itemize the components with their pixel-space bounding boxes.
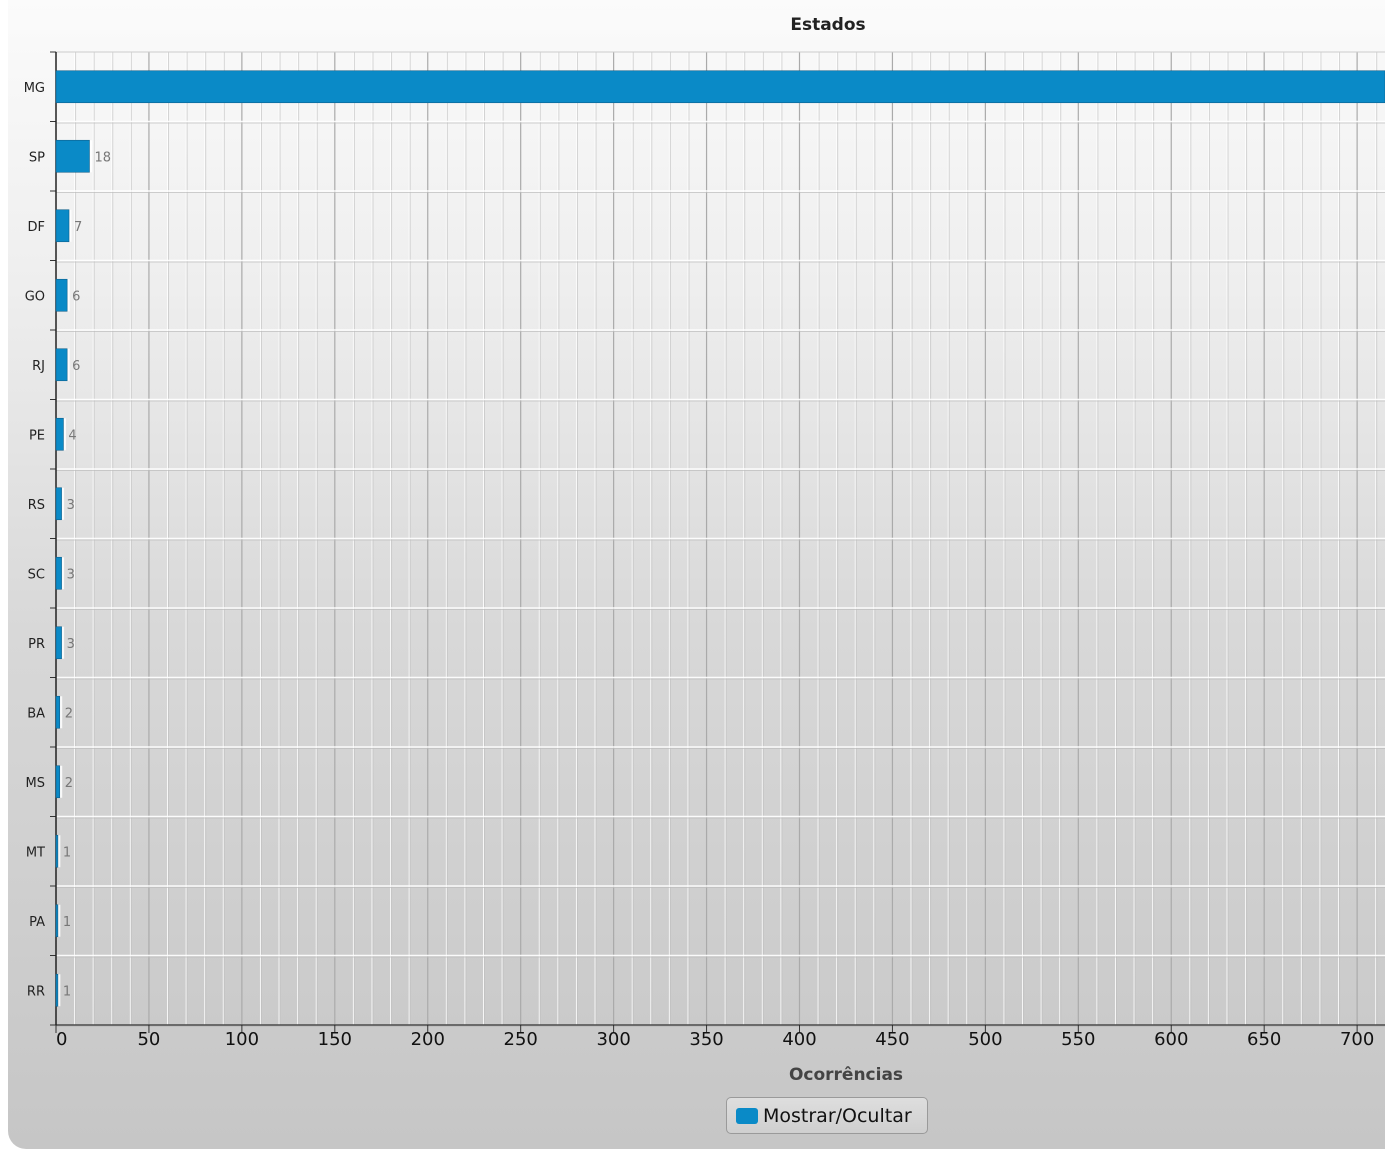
bars-layer — [55, 70, 1385, 1007]
x-tick-label: 100 — [225, 1029, 259, 1050]
bar-ba — [55, 695, 61, 729]
x-tick-label: 600 — [1154, 1029, 1188, 1050]
category-label: SC — [28, 567, 45, 582]
x-tick-label: 400 — [782, 1029, 816, 1050]
data-label: 6 — [72, 359, 80, 374]
bar-go — [55, 278, 68, 312]
labels-layer: MG SP 18 DF 7 GO 6 RJ 6 PE 4 RS 3 SC 3 PR 3 BA 2 MS 2 MT 1 PA 1 R… — [24, 81, 111, 1000]
category-label: PA — [29, 915, 45, 930]
data-label: 18 — [94, 150, 111, 165]
bar-pe — [55, 417, 64, 451]
x-tick-label: 150 — [318, 1029, 352, 1050]
bar-sc — [55, 556, 62, 590]
x-tick-label: 50 — [137, 1029, 160, 1050]
category-label: RR — [27, 984, 45, 999]
data-label: 4 — [68, 428, 76, 443]
x-tick-label: 250 — [504, 1029, 538, 1050]
x-tick-label: 700 — [1340, 1029, 1374, 1050]
data-label: 1 — [63, 984, 71, 999]
bar-mg — [55, 70, 1385, 104]
bar-ms — [55, 765, 61, 799]
bar-highlight — [57, 904, 61, 937]
x-tick-label: 550 — [1061, 1029, 1095, 1050]
category-label: SP — [29, 150, 45, 165]
data-label: 7 — [74, 220, 82, 235]
category-label: MT — [26, 845, 45, 860]
data-label: 3 — [67, 637, 75, 652]
x-tick-label: 200 — [411, 1029, 445, 1050]
data-label: 6 — [72, 289, 80, 304]
category-label: MG — [24, 81, 45, 96]
legend-swatch — [736, 1107, 758, 1124]
category-label: PE — [29, 428, 45, 443]
category-label: RS — [28, 498, 45, 513]
category-label: RJ — [32, 359, 45, 374]
legend-label: Mostrar/Ocultar — [763, 1104, 912, 1127]
x-tick-label: 0 — [56, 1029, 67, 1050]
bar-rs — [55, 487, 62, 521]
bar-highlight — [57, 835, 61, 868]
category-label: BA — [27, 706, 45, 721]
data-label: 2 — [65, 776, 73, 791]
x-tick-label: 350 — [689, 1029, 723, 1050]
data-label: 1 — [63, 915, 71, 930]
category-label: GO — [25, 289, 45, 304]
x-tick-label: 500 — [968, 1029, 1002, 1050]
x-tick-label: 300 — [596, 1029, 630, 1050]
bar-rr — [55, 973, 59, 1007]
x-tick-label: 650 — [1247, 1029, 1281, 1050]
axis-layer: 0 50 100 150 200 250 300 350 400 450 500 550 600 650 7… — [50, 51, 1385, 1050]
bar-df — [55, 209, 70, 243]
data-label: 2 — [65, 706, 73, 721]
bar-pa — [55, 904, 59, 938]
bar-rj — [55, 348, 68, 382]
x-tick-label: 450 — [875, 1029, 909, 1050]
category-label: MS — [26, 776, 45, 791]
bar-mt — [55, 834, 59, 868]
bar-highlight — [57, 974, 61, 1007]
category-label: PR — [28, 637, 45, 652]
bar-pr — [55, 626, 62, 660]
chart-title: Estados — [790, 15, 865, 35]
category-label: DF — [28, 220, 46, 235]
legend-toggle-button[interactable]: Mostrar/Ocultar — [726, 1097, 928, 1134]
category-band-lines — [56, 51, 1385, 1027]
data-label: 3 — [67, 567, 75, 582]
x-axis-title: Ocorrências — [789, 1065, 903, 1085]
data-label: 3 — [67, 498, 75, 513]
bar-sp — [55, 139, 90, 173]
data-label: 1 — [63, 845, 71, 860]
